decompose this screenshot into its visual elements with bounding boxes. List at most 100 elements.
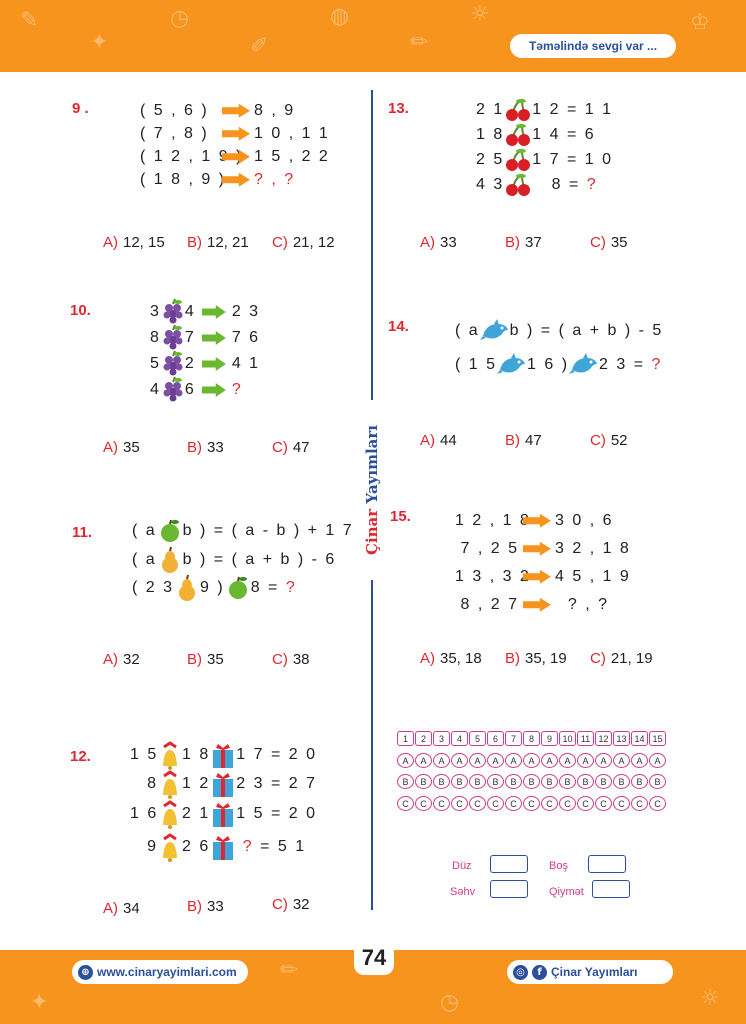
q11-option-b-value: 35 xyxy=(207,651,224,668)
q12-option-a[interactable]: A) 34 xyxy=(103,900,140,917)
green-apple-icon xyxy=(160,519,179,542)
answer-bubble-a[interactable]: A xyxy=(433,753,450,768)
website-pill[interactable]: ⊕ www.cinaryayimlari.com xyxy=(72,960,248,984)
q12-line-1: 1 5 1 8 1 7 = 2 0 xyxy=(130,740,317,770)
q14-option-c[interactable]: C) 52 xyxy=(590,432,628,449)
q9-option-c[interactable]: C) 21, 12 xyxy=(272,234,335,251)
q10-a: 4 xyxy=(150,381,161,399)
grapes-icon xyxy=(163,350,183,376)
q15-option-a[interactable]: A) 35, 18 xyxy=(420,650,482,667)
q13-a: 2 1 xyxy=(476,101,505,119)
q9-left: ( 7 , 8 ) xyxy=(140,125,209,142)
q13-option-c[interactable]: C) 35 xyxy=(590,234,628,251)
answer-bubble-c[interactable]: C xyxy=(559,796,576,811)
q13-line-4: 4 3 8 = ? xyxy=(476,173,598,197)
answer-bubble-b[interactable]: B xyxy=(631,774,648,789)
answer-bubble-c[interactable]: C xyxy=(523,796,540,811)
answer-bubble-c[interactable]: C xyxy=(487,796,504,811)
score-box-duz[interactable] xyxy=(490,855,528,873)
answer-bubble-b[interactable]: B xyxy=(523,774,540,789)
score-box-bos[interactable] xyxy=(588,855,626,873)
q12-option-c[interactable]: C) 32 xyxy=(272,896,310,913)
score-box-qiymet[interactable] xyxy=(592,880,630,898)
q9-line-2: ( 7 , 8 ) 1 0 , 1 1 xyxy=(140,125,330,143)
answer-bubble-a[interactable]: A xyxy=(595,753,612,768)
q13-option-b[interactable]: B) 37 xyxy=(505,234,542,251)
q11-line-1: ( a b ) = ( a - b ) + 1 7 xyxy=(132,518,354,544)
q15-option-b[interactable]: B) 35, 19 xyxy=(505,650,567,667)
q10-line-2: 8 7 7 6 xyxy=(150,324,260,352)
q13-b: 8 = xyxy=(551,176,581,194)
dolphin-icon xyxy=(479,319,508,340)
answer-bubble-b[interactable]: B xyxy=(505,774,522,789)
answer-bubble-a[interactable]: A xyxy=(523,753,540,768)
q10-option-a[interactable]: A) 35 xyxy=(103,439,140,456)
answer-bubble-a[interactable]: A xyxy=(487,753,504,768)
answer-bubble-b[interactable]: B xyxy=(451,774,468,789)
answer-key-number: 13 xyxy=(613,731,630,746)
answer-bubble-c[interactable]: C xyxy=(433,796,450,811)
answer-bubble-c[interactable]: C xyxy=(613,796,630,811)
answer-bubble-b[interactable]: B xyxy=(577,774,594,789)
answer-bubble-a[interactable]: A xyxy=(649,753,666,768)
answer-bubble-b[interactable]: B xyxy=(487,774,504,789)
answer-bubble-c[interactable]: C xyxy=(631,796,648,811)
q14-option-c-value: 52 xyxy=(610,432,628,449)
answer-bubble-c[interactable]: C xyxy=(397,796,414,811)
answer-bubble-b[interactable]: B xyxy=(649,774,666,789)
q14-option-b[interactable]: B) 47 xyxy=(505,432,542,449)
answer-key-number: 10 xyxy=(559,731,576,746)
q10-r: 2 3 xyxy=(231,303,261,321)
q11-line-2: ( a b ) = ( a + b ) - 6 xyxy=(132,546,336,574)
answer-bubble-a[interactable]: A xyxy=(469,753,486,768)
answer-bubble-c[interactable]: C xyxy=(595,796,612,811)
q11-c: 8 = xyxy=(250,579,280,597)
answer-bubble-c[interactable]: C xyxy=(451,796,468,811)
q15-option-c[interactable]: C) 21, 19 xyxy=(590,650,653,667)
answer-bubble-b[interactable]: B xyxy=(541,774,558,789)
answer-key-number: 14 xyxy=(631,731,648,746)
answer-bubble-b[interactable]: B xyxy=(469,774,486,789)
answer-bubble-b[interactable]: B xyxy=(613,774,630,789)
answer-bubble-b[interactable]: B xyxy=(559,774,576,789)
answer-bubble-b[interactable]: B xyxy=(415,774,432,789)
answer-bubble-a[interactable]: A xyxy=(505,753,522,768)
q11-option-c[interactable]: C) 38 xyxy=(272,651,310,668)
q9-option-b[interactable]: B) 12, 21 xyxy=(187,234,249,251)
answer-bubble-a[interactable]: A xyxy=(577,753,594,768)
answer-bubble-a[interactable]: A xyxy=(631,753,648,768)
q13-option-a[interactable]: A) 33 xyxy=(420,234,457,251)
answer-bubble-a[interactable]: A xyxy=(559,753,576,768)
answer-bubble-c[interactable]: C xyxy=(541,796,558,811)
answer-bubble-c[interactable]: C xyxy=(415,796,432,811)
publisher-pill[interactable]: ◎ f Çinar Yayımları xyxy=(507,960,673,984)
q9-option-a[interactable]: A) 12, 15 xyxy=(103,234,165,251)
answer-bubble-b[interactable]: B xyxy=(397,774,414,789)
q12-c: 1 7 = 2 0 xyxy=(236,746,317,764)
q10-a: 5 xyxy=(150,355,161,373)
q10-option-c[interactable]: C) 47 xyxy=(272,439,310,456)
q11-option-a[interactable]: A) 32 xyxy=(103,651,140,668)
answer-bubble-a[interactable]: A xyxy=(397,753,414,768)
green-arrow-icon xyxy=(201,383,226,397)
website-text: www.cinaryayimlari.com xyxy=(97,965,237,979)
answer-bubble-a[interactable]: A xyxy=(451,753,468,768)
q11-option-b[interactable]: B) 35 xyxy=(187,651,224,668)
q14-option-a[interactable]: A) 44 xyxy=(420,432,457,449)
answer-bubble-a[interactable]: A xyxy=(541,753,558,768)
score-box-sehv[interactable] xyxy=(490,880,528,898)
cherry-icon xyxy=(506,123,531,146)
answer-bubble-c[interactable]: C xyxy=(469,796,486,811)
q14-option-a-value: 44 xyxy=(440,432,457,449)
q12-option-b[interactable]: B) 33 xyxy=(187,898,224,915)
answer-bubble-b[interactable]: B xyxy=(433,774,450,789)
answer-bubble-c[interactable]: C xyxy=(505,796,522,811)
q14-b: b ) = ( a + b ) - 5 xyxy=(509,322,664,340)
answer-bubble-a[interactable]: A xyxy=(415,753,432,768)
q10-option-b[interactable]: B) 33 xyxy=(187,439,224,456)
q12-option-c-value: 32 xyxy=(292,896,310,913)
answer-bubble-c[interactable]: C xyxy=(649,796,666,811)
answer-bubble-c[interactable]: C xyxy=(577,796,594,811)
answer-bubble-a[interactable]: A xyxy=(613,753,630,768)
answer-bubble-b[interactable]: B xyxy=(595,774,612,789)
